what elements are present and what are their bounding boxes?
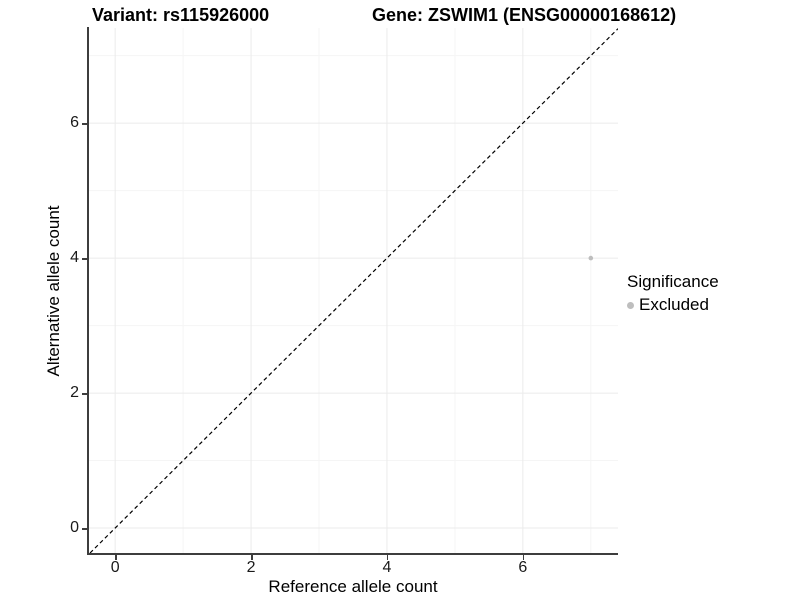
- x-tick-label: 4: [382, 559, 392, 576]
- x-axis-line: [87, 553, 618, 555]
- y-tick-label: 4: [70, 249, 79, 267]
- excluded-point-icon: [627, 301, 634, 309]
- y-tick-mark: [82, 393, 87, 395]
- data-point: [588, 255, 594, 261]
- y-axis-line: [87, 27, 89, 554]
- plot-panel: [88, 28, 618, 553]
- x-tick-label: 2: [246, 559, 256, 576]
- y-tick-mark: [82, 123, 87, 125]
- legend-item-label: Excluded: [639, 295, 709, 314]
- x-tick-mark: [115, 555, 117, 560]
- legend: Significance Excluded: [627, 272, 719, 315]
- y-tick-label: 2: [70, 384, 79, 402]
- x-tick-mark: [386, 555, 389, 560]
- x-tick-label: 0: [110, 559, 120, 576]
- x-tick-mark: [522, 555, 525, 560]
- legend-item-excluded: Excluded: [627, 295, 719, 315]
- x-axis-title: Reference allele count: [268, 577, 438, 596]
- y-tick-label: 6: [70, 114, 79, 132]
- y-tick-label: 0: [70, 519, 79, 537]
- x-tick-mark: [251, 555, 253, 560]
- identity-reference-line: [89, 28, 618, 553]
- gene-title: Gene: ZSWIM1 (ENSG00000168612): [372, 5, 677, 25]
- variant-title: Variant: rs115926000: [92, 5, 270, 25]
- y-tick-mark: [82, 528, 87, 530]
- y-tick-mark: [82, 258, 87, 260]
- y-axis-title: Alternative allele count: [44, 205, 63, 377]
- x-tick-label: 6: [518, 559, 528, 576]
- scatter-plot-area: [88, 28, 618, 553]
- legend-title: Significance: [627, 272, 719, 291]
